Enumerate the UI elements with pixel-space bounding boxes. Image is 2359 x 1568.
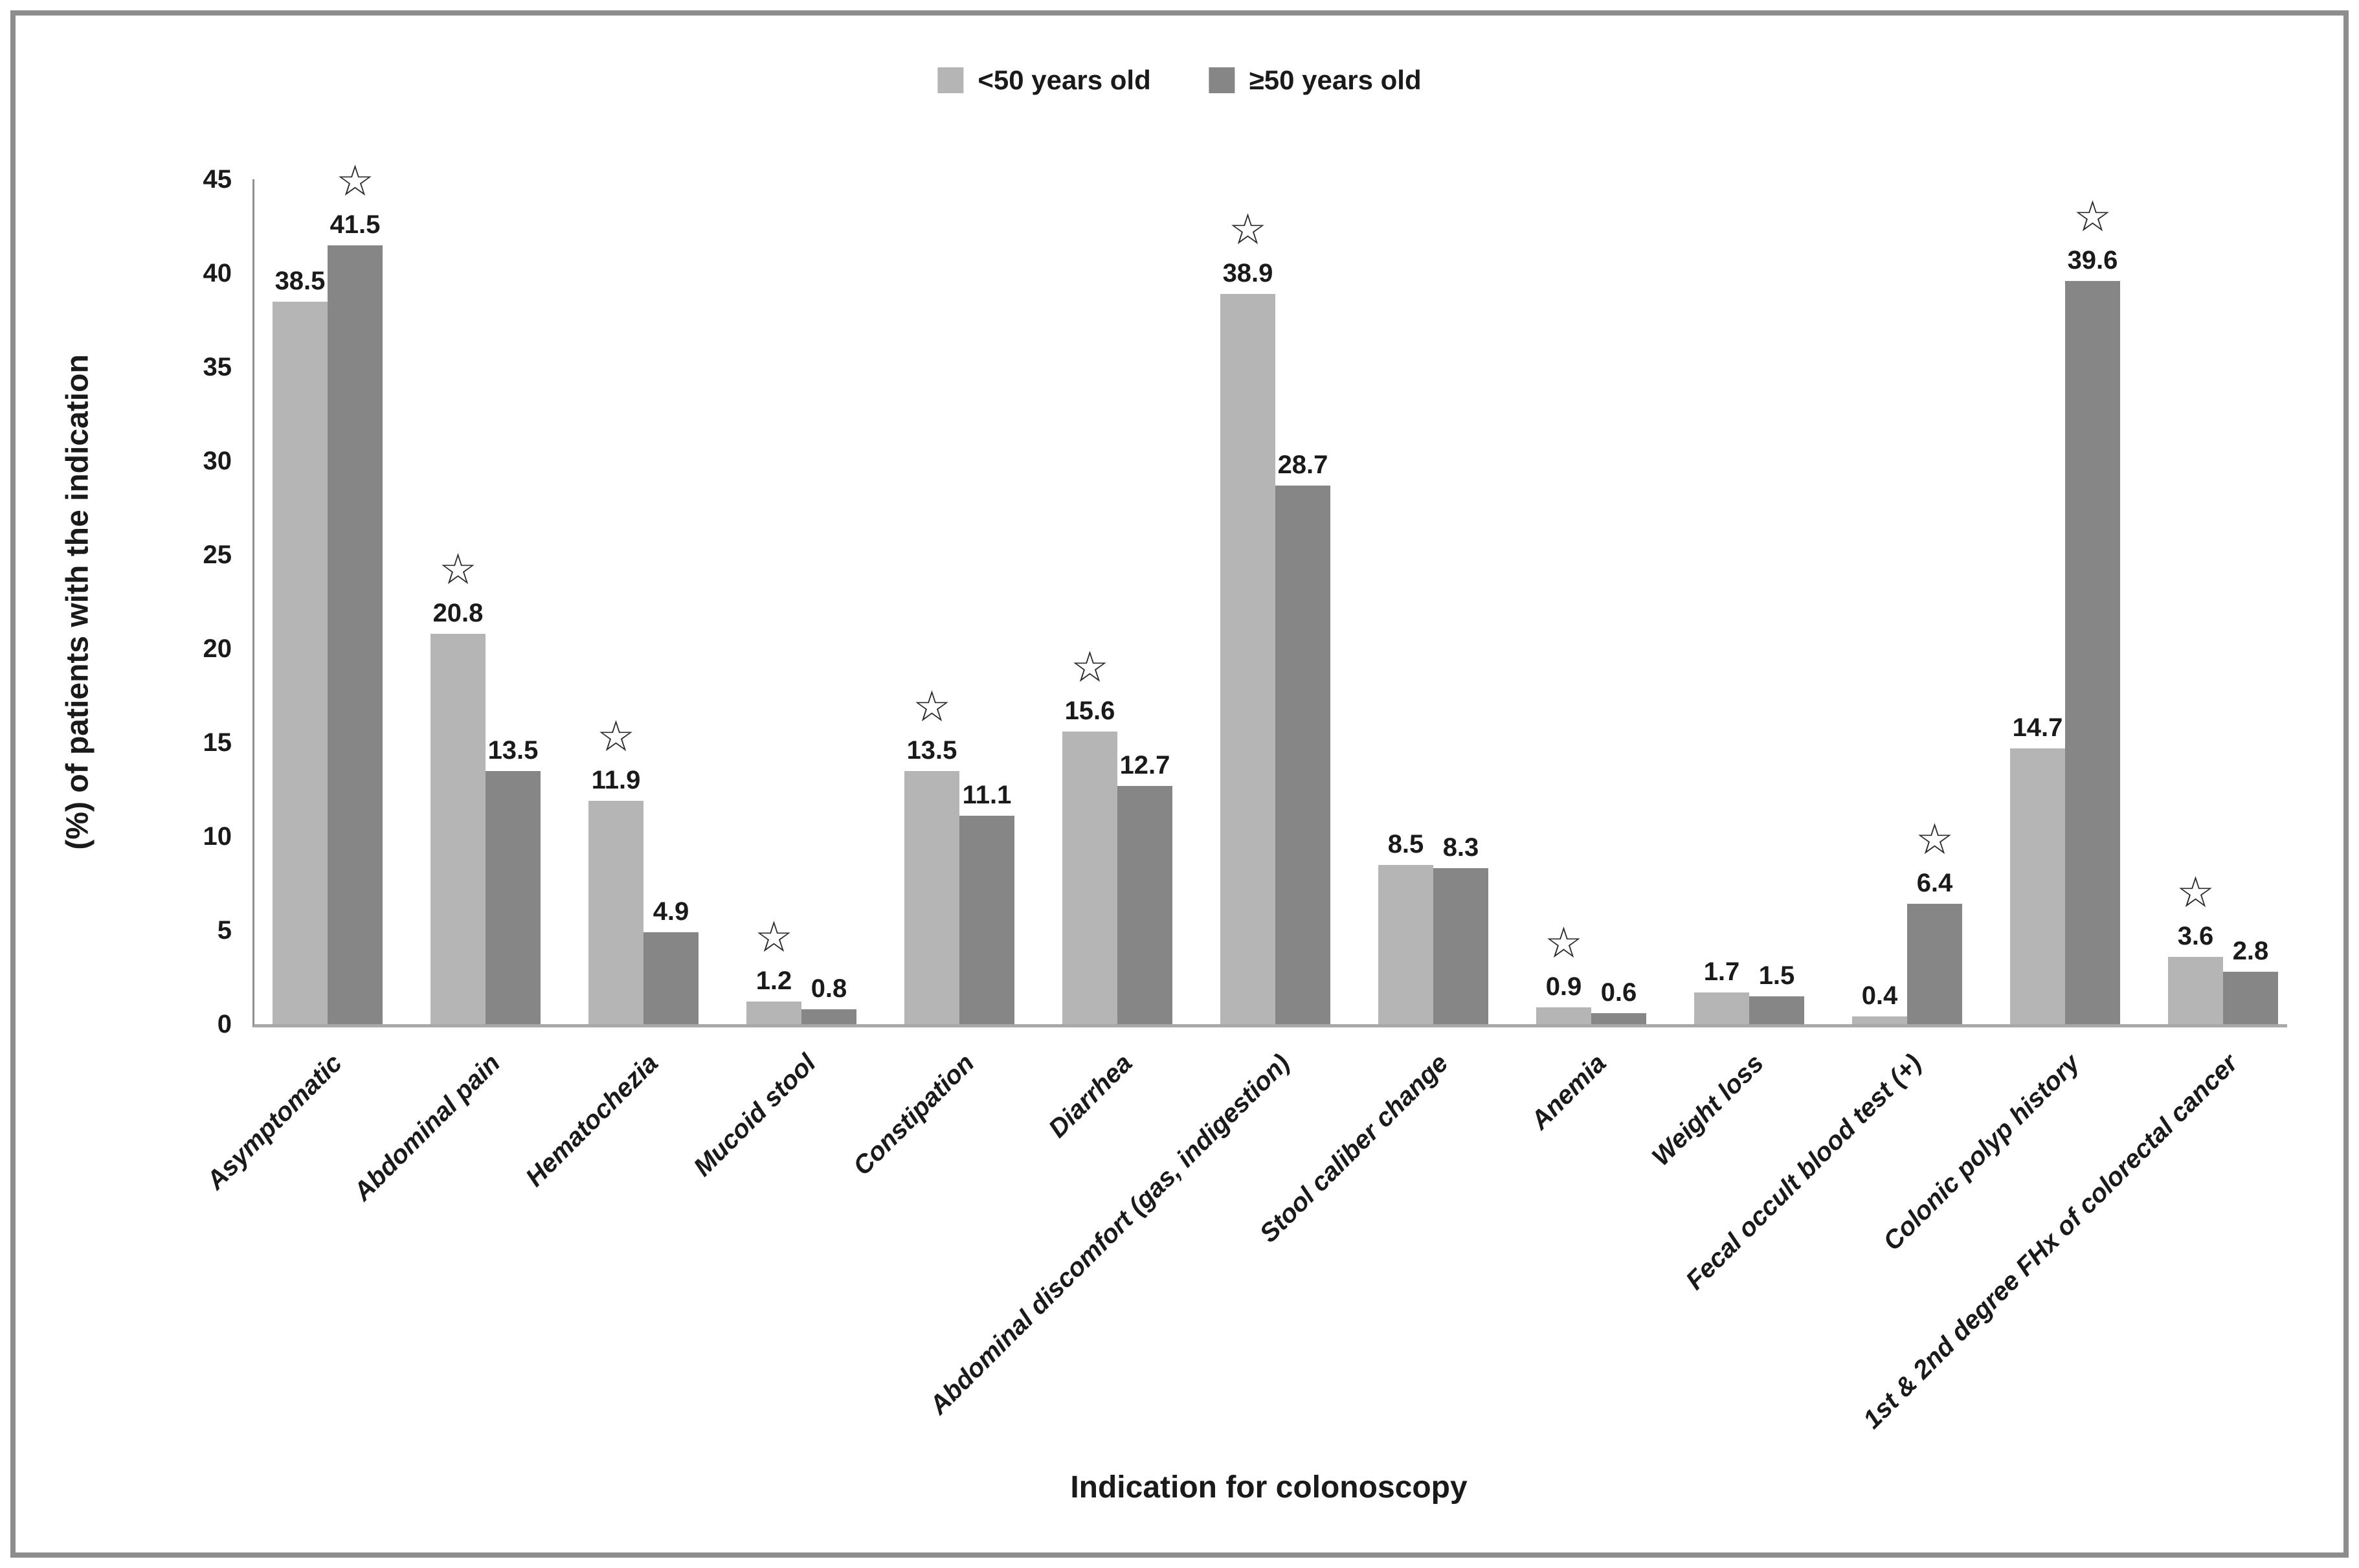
bar-value-label-series0-9: 1.7 xyxy=(1703,957,1740,986)
significance-star-icon: ☆ xyxy=(2073,191,2112,241)
significance-star-icon: ☆ xyxy=(2176,867,2215,917)
legend: <50 years old ≥50 years old xyxy=(937,65,1422,96)
significance-star-icon: ☆ xyxy=(1915,814,1954,865)
bar-value-label-series1-8: 0.6 xyxy=(1600,978,1637,1007)
bar-series1-4 xyxy=(959,816,1014,1024)
y-tick-label-15: 15 xyxy=(203,728,232,757)
bar-series0-5 xyxy=(1062,731,1117,1024)
bar-value-label-series1-5: 12.7 xyxy=(1119,750,1170,779)
bar-value-label-series0-7: 8.5 xyxy=(1387,829,1424,858)
significance-star-icon: ☆ xyxy=(754,912,794,963)
bar-series0-8 xyxy=(1536,1007,1591,1024)
legend-swatch-over50 xyxy=(1209,67,1235,93)
bar-value-label-series1-6: 28.7 xyxy=(1277,450,1328,479)
bar-series0-3 xyxy=(746,1002,801,1024)
bar-series0-2 xyxy=(588,800,643,1024)
bar-series1-8 xyxy=(1591,1013,1646,1024)
bar-value-label-series0-8: 0.9 xyxy=(1545,972,1582,1001)
bar-series0-11 xyxy=(2010,748,2065,1024)
significance-star-icon: ☆ xyxy=(1544,917,1583,968)
legend-label-over50: ≥50 years old xyxy=(1249,65,1422,95)
y-tick-label-25: 25 xyxy=(203,541,232,569)
bar-value-label-series1-11: 39.6 xyxy=(2067,245,2118,274)
bar-series1-12 xyxy=(2223,971,2278,1024)
bar-value-label-series1-10: 6.4 xyxy=(1916,869,1953,898)
y-axis-title: (%) of patients with the indication xyxy=(60,354,95,850)
bar-value-label-series0-0: 38.5 xyxy=(274,266,326,295)
plot-area: 0 5 10 15 20 25 30 35 40 45 38.5 41.5 ☆ Asymptomatic 2… xyxy=(201,159,2287,1434)
bar-series1-0 xyxy=(328,245,383,1024)
bar-value-label-series0-2: 11.9 xyxy=(591,765,641,794)
y-tick-label-40: 40 xyxy=(203,259,232,287)
bar-series0-1 xyxy=(430,633,486,1024)
bar-series0-9 xyxy=(1694,992,1749,1024)
bar-value-label-series0-11: 14.7 xyxy=(2012,713,2063,742)
bar-value-label-series0-3: 1.2 xyxy=(755,967,792,996)
y-tick-label-20: 20 xyxy=(203,634,232,663)
bar-series1-10 xyxy=(1907,904,1962,1024)
bar-series1-9 xyxy=(1749,996,1804,1024)
y-tick-label-10: 10 xyxy=(203,822,232,851)
significance-star-icon: ☆ xyxy=(1070,642,1110,692)
bar-series1-3 xyxy=(801,1009,856,1024)
significance-star-icon: ☆ xyxy=(912,681,952,732)
legend-item-under50: <50 years old xyxy=(937,65,1151,96)
y-tick-label-5: 5 xyxy=(217,916,232,945)
chart-outer-frame xyxy=(10,10,2349,1558)
bar-value-label-series1-7: 8.3 xyxy=(1442,833,1479,862)
bar-value-label-series1-0: 41.5 xyxy=(330,210,381,239)
legend-label-under50: <50 years old xyxy=(978,65,1151,95)
bar-value-label-series1-12: 2.8 xyxy=(2232,936,2269,965)
bar-value-label-series1-1: 13.5 xyxy=(487,735,539,765)
significance-star-icon: ☆ xyxy=(1228,204,1268,254)
bar-series1-7 xyxy=(1433,868,1488,1024)
bar-value-label-series0-4: 13.5 xyxy=(906,735,957,765)
bar-value-label-series0-1: 20.8 xyxy=(432,598,484,627)
bar-value-label-series1-4: 11.1 xyxy=(962,781,1012,810)
bar-series0-10 xyxy=(1852,1016,1907,1024)
bar-series0-12 xyxy=(2168,956,2223,1024)
significance-star-icon: ☆ xyxy=(335,155,375,206)
bar-value-label-series0-12: 3.6 xyxy=(2177,921,2214,950)
bar-series1-5 xyxy=(1117,785,1172,1024)
y-tick-label-30: 30 xyxy=(203,447,232,475)
bar-series0-6 xyxy=(1220,293,1275,1024)
significance-star-icon: ☆ xyxy=(596,711,636,761)
bar-value-label-series1-2: 4.9 xyxy=(653,897,689,926)
x-axis-title: Indication for colonoscopy xyxy=(1070,1470,1468,1505)
bar-series1-11 xyxy=(2065,280,2120,1024)
y-tick-label-0: 0 xyxy=(217,1010,232,1038)
bar-value-label-series1-9: 1.5 xyxy=(1758,961,1795,990)
y-tick-label-35: 35 xyxy=(203,353,232,381)
bar-series0-7 xyxy=(1378,864,1433,1024)
legend-swatch-under50 xyxy=(937,67,964,93)
bar-series1-6 xyxy=(1275,485,1330,1024)
significance-star-icon: ☆ xyxy=(438,544,478,594)
bar-value-label-series0-5: 15.6 xyxy=(1064,696,1115,725)
legend-item-over50: ≥50 years old xyxy=(1209,65,1422,96)
bar-series0-4 xyxy=(904,770,959,1024)
bar-series0-0 xyxy=(273,301,328,1024)
bar-series1-2 xyxy=(643,932,699,1024)
bar-series1-1 xyxy=(486,770,541,1024)
bar-value-label-series1-3: 0.8 xyxy=(811,974,847,1003)
y-tick-label-45: 45 xyxy=(203,165,232,194)
bar-value-label-series0-6: 38.9 xyxy=(1222,258,1273,287)
bar-value-label-series0-10: 0.4 xyxy=(1861,981,1898,1011)
